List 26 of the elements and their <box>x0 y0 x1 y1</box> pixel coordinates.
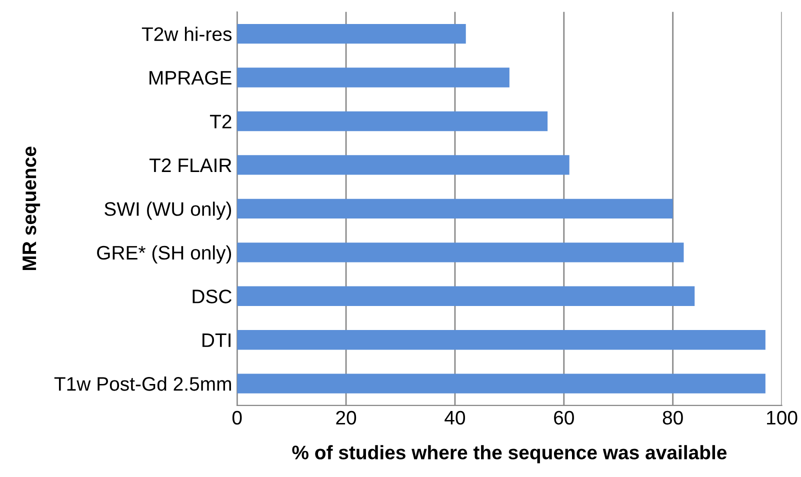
y-tick-label: T1w Post-Gd 2.5mm <box>54 376 231 391</box>
x-tick-label: 60 <box>554 410 574 425</box>
x-tick-label: 40 <box>444 410 466 425</box>
y-tick-label: T2w hi-res <box>142 26 232 42</box>
bar <box>237 198 673 219</box>
bar <box>237 286 695 306</box>
y-axis-title: MR sequence <box>22 146 40 270</box>
y-tick-label: SWI (WU only) <box>104 202 232 220</box>
bar <box>237 374 766 394</box>
y-tick-label: GRE* (SH only) <box>97 245 232 264</box>
x-tick-label: 100 <box>767 410 798 425</box>
x-tick-label: 0 <box>232 410 242 425</box>
bar <box>237 111 548 132</box>
y-tick-label: DTI <box>202 334 230 347</box>
x-tick-label: 80 <box>662 410 683 425</box>
bar <box>237 330 766 350</box>
bar <box>237 155 570 175</box>
y-tick-label: DSC <box>192 290 232 304</box>
bar <box>237 242 684 262</box>
x-axis-title: % of studies where the sequence was available <box>292 445 727 464</box>
x-tick-label: 20 <box>336 410 356 425</box>
bar <box>237 68 510 88</box>
y-tick-label: T2 FLAIR <box>149 158 232 172</box>
bar <box>237 24 466 44</box>
y-tick-label: T2 <box>210 114 232 128</box>
y-tick-label: MPRAGE <box>150 70 232 85</box>
